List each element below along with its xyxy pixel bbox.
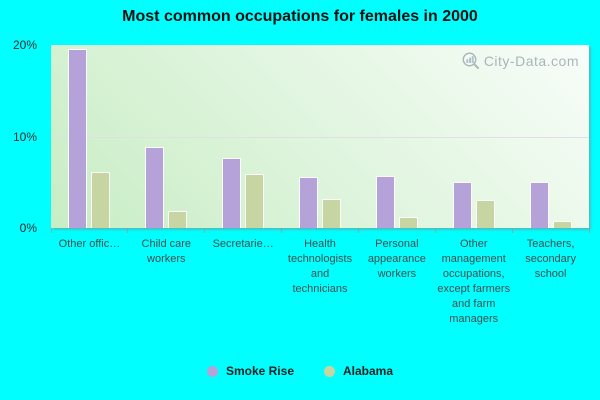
x-axis-label: Child care workers — [141, 238, 192, 265]
x-axis-tick — [357, 228, 359, 233]
bar-smoke-rise — [452, 182, 472, 228]
bar-group — [435, 45, 512, 228]
bar-alabama — [322, 198, 341, 228]
x-axis-ticks — [50, 228, 590, 234]
bars-layer — [51, 45, 589, 228]
x-axis-label: Other offic… — [58, 238, 121, 250]
bar-group — [512, 45, 589, 228]
legend-dot — [206, 365, 218, 377]
x-axis-label: Health technologists and technicians — [287, 238, 353, 295]
bar-smoke-rise — [375, 175, 395, 228]
legend-item-alabama: Alabama — [324, 364, 393, 378]
x-axis-label: Teachers, secondary school — [525, 238, 576, 280]
x-axis-label: Secretarie… — [212, 238, 274, 250]
bar-group — [205, 45, 282, 228]
chart-title: Most common occupations for females in 2… — [122, 8, 478, 25]
bar-alabama — [398, 217, 418, 228]
legend-item-smoke-rise: Smoke Rise — [206, 364, 294, 378]
gridline-10pct — [51, 136, 589, 138]
x-axis-tick — [588, 228, 590, 233]
bar-alabama — [168, 210, 188, 228]
bar-group — [128, 45, 205, 228]
plot-area: City-Data.com — [51, 45, 589, 228]
bar-group — [358, 45, 435, 228]
bar-smoke-rise — [299, 176, 318, 228]
magnifier-chart-icon — [461, 51, 481, 71]
y-tick-label-0: 0% — [19, 221, 37, 235]
bar-smoke-rise — [145, 146, 165, 228]
bar-group — [282, 45, 359, 228]
legend-label: Alabama — [343, 364, 394, 378]
x-axis-tick — [281, 228, 283, 233]
x-axis-label: Other management occupations, except far… — [437, 238, 511, 325]
city-data-watermark: City-Data.com — [461, 51, 579, 71]
bar-alabama — [245, 174, 265, 228]
bar-smoke-rise — [529, 182, 549, 228]
legend-label: Smoke Rise — [225, 364, 294, 378]
x-axis-tick — [127, 228, 129, 233]
x-axis-tick — [434, 228, 436, 233]
x-axis-tick — [50, 228, 52, 233]
x-axis-tick — [511, 228, 513, 233]
bar-alabama — [91, 172, 111, 228]
legend-dot — [324, 365, 335, 377]
bar-smoke-rise — [68, 48, 88, 228]
legend: Smoke Rise Alabama — [0, 364, 600, 378]
y-tick-label-20: 20% — [12, 38, 37, 52]
x-axis-labels: Other offic… Child care workers Secretarie… — [51, 237, 589, 327]
x-axis-label: Personal appearance workers — [367, 238, 426, 280]
bar-alabama — [475, 199, 495, 228]
y-tick-label-10: 10% — [12, 130, 37, 144]
watermark-text: City-Data.com — [483, 53, 579, 69]
bar-alabama — [552, 220, 572, 228]
bar-group — [51, 45, 128, 228]
x-axis-tick — [204, 228, 206, 233]
bar-smoke-rise — [222, 157, 242, 228]
